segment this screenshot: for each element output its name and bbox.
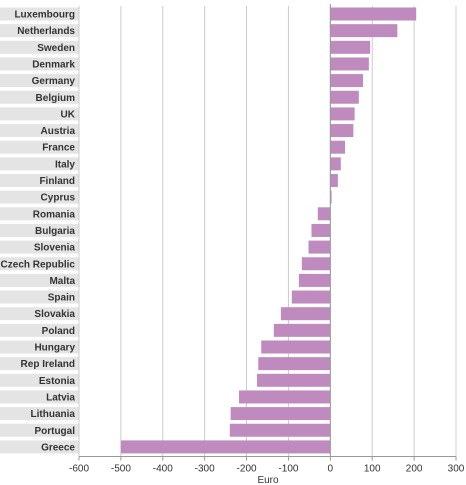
label-band	[0, 57, 79, 71]
category-label: Netherlands	[17, 26, 75, 37]
label-band	[0, 340, 79, 354]
bar-latvia	[239, 390, 331, 404]
bar-lithuania	[230, 407, 331, 421]
label-band	[0, 290, 79, 304]
bar-italy	[330, 157, 341, 171]
category-label: Portugal	[34, 426, 75, 437]
bar-spain	[291, 290, 331, 304]
category-label: Italy	[55, 159, 75, 170]
label-band	[0, 7, 79, 21]
bar-luxembourg	[330, 7, 417, 21]
bar-malta	[298, 273, 331, 287]
category-label: Bulgaria	[35, 226, 75, 237]
label-band	[0, 157, 79, 171]
label-band	[0, 90, 79, 104]
bar-romania	[317, 207, 331, 221]
category-label: Slovenia	[34, 243, 76, 254]
label-band	[0, 74, 79, 88]
x-tick-label: -400	[153, 464, 173, 475]
label-band	[0, 223, 79, 237]
category-label: Slovakia	[34, 309, 75, 320]
bars	[120, 7, 417, 454]
label-band	[0, 190, 79, 204]
label-band	[0, 257, 79, 271]
category-label: Hungary	[34, 343, 75, 354]
category-label: Greece	[41, 442, 75, 453]
x-tick-label: -500	[111, 464, 131, 475]
label-band	[0, 307, 79, 321]
bar-sweden	[330, 40, 371, 54]
category-label: Spain	[48, 293, 75, 304]
label-band	[0, 440, 79, 454]
bar-austria	[330, 124, 354, 138]
x-tick-label: -200	[237, 464, 257, 475]
bar-belgium	[330, 90, 359, 104]
bar-estonia	[257, 373, 331, 387]
bar-slovenia	[308, 240, 331, 254]
category-label: Romania	[33, 209, 76, 220]
bar-hungary	[261, 340, 331, 354]
bar-france	[330, 140, 345, 154]
bar-germany	[330, 74, 364, 88]
bar-portugal	[229, 423, 331, 437]
bar-finland	[330, 174, 338, 187]
category-label: Poland	[42, 326, 75, 337]
label-band	[0, 407, 79, 421]
bar-denmark	[330, 57, 369, 71]
category-label: UK	[61, 109, 76, 120]
category-label: Latvia	[46, 392, 75, 403]
bar-czech-republic	[301, 257, 331, 271]
bar-poland	[273, 323, 331, 337]
label-band	[0, 273, 79, 287]
label-band	[0, 207, 79, 221]
category-label: Germany	[32, 76, 76, 87]
category-label: Sweden	[37, 43, 75, 54]
label-band	[0, 423, 79, 437]
category-label: Luxembourg	[14, 10, 75, 21]
category-label: Austria	[41, 126, 76, 137]
x-axis-title: Euro	[257, 475, 279, 485]
category-label: Cyprus	[41, 193, 76, 204]
bar-netherlands	[330, 24, 398, 38]
bar-greece	[120, 440, 331, 454]
label-band	[0, 140, 79, 154]
category-label: Estonia	[39, 376, 76, 387]
label-band	[0, 24, 79, 38]
x-tick-label: 200	[406, 464, 423, 475]
category-label: Rep Ireland	[21, 359, 75, 370]
label-band	[0, 107, 79, 121]
x-tick-label: 100	[364, 464, 381, 475]
category-label: Belgium	[36, 93, 76, 104]
label-band	[0, 357, 79, 371]
bar-slovakia	[280, 307, 331, 321]
x-tick-label: -600	[69, 464, 89, 475]
label-band	[0, 40, 79, 54]
label-band	[0, 323, 79, 337]
x-tick-label: -300	[195, 464, 215, 475]
label-band	[0, 240, 79, 254]
category-label: France	[42, 143, 75, 154]
category-label: Czech Republic	[1, 259, 76, 270]
x-tick-label: -100	[278, 464, 298, 475]
bar-cyprus	[330, 190, 332, 204]
label-band	[0, 390, 79, 404]
category-label: Denmark	[32, 59, 75, 70]
category-label: Finland	[39, 176, 75, 187]
label-band	[0, 124, 79, 138]
bar-bulgaria	[311, 223, 331, 237]
x-axis: -600 -500 -400 -300 -200 -100 0 100 200 300	[69, 456, 465, 475]
gridlines	[78, 6, 457, 457]
x-tick-label: 0	[328, 464, 334, 475]
category-labels: Luxembourg Netherlands Sweden Denmark German…	[1, 10, 76, 454]
category-label: Lithuania	[31, 409, 76, 420]
label-bands	[0, 7, 79, 454]
bar-rep-ireland	[258, 357, 331, 371]
x-tick-label: 300	[448, 464, 465, 475]
label-band	[0, 174, 79, 187]
bar-uk	[330, 107, 355, 121]
label-band	[0, 373, 79, 387]
category-label: Malta	[49, 276, 75, 287]
